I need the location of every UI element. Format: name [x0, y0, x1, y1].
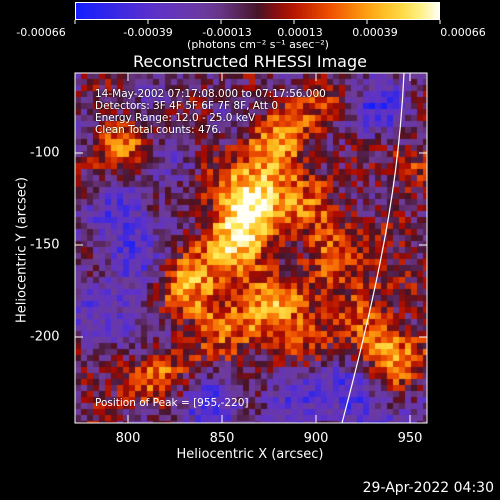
colorbar-tick-label: 0.00039	[352, 26, 398, 39]
info-detectors: Detectors: 3F 4F 5F 6F 7F 8F, Att 0	[95, 100, 279, 112]
info-time-range: 14-May-2002 07:17:08.000 to 07:17:56.000	[95, 88, 326, 100]
colorbar-units: (photons cm⁻² s⁻¹ asec⁻²)	[187, 38, 329, 51]
y-tick-label: -100	[30, 145, 60, 161]
x-tick-label: 850	[209, 431, 235, 446]
x-tick-label: 900	[303, 431, 329, 446]
colorbar	[75, 2, 440, 20]
y-tick-label: -200	[30, 329, 60, 345]
x-tick-label: 950	[397, 431, 423, 446]
y-axis-label: Heliocentric Y (arcsec)	[14, 177, 30, 323]
x-axis-label: Heliocentric X (arcsec)	[176, 447, 324, 462]
x-tick-label: 800	[115, 431, 141, 446]
peak-position: Position of Peak = [955,-220]	[95, 397, 249, 409]
colorbar-tick-label: -0.00066	[16, 26, 66, 39]
info-clean-counts: Clean Total counts: 476.	[95, 124, 222, 136]
colorbar-tick-label: -0.00039	[123, 26, 173, 39]
y-tick-label: -150	[30, 237, 60, 253]
info-energy-range: Energy Range: 12.0 - 25.0 keV	[95, 112, 256, 124]
plot-timestamp: 29-Apr-2022 04:30	[362, 480, 494, 496]
colorbar-tick-label: -0.00013	[202, 26, 252, 39]
colorbar-tick-label: 0.00013	[277, 26, 323, 39]
colorbar-tick-label: 0.00066	[440, 26, 486, 39]
plot-title: Reconstructed RHESSI Image	[133, 52, 367, 71]
colorbar-ticks	[74, 20, 441, 24]
